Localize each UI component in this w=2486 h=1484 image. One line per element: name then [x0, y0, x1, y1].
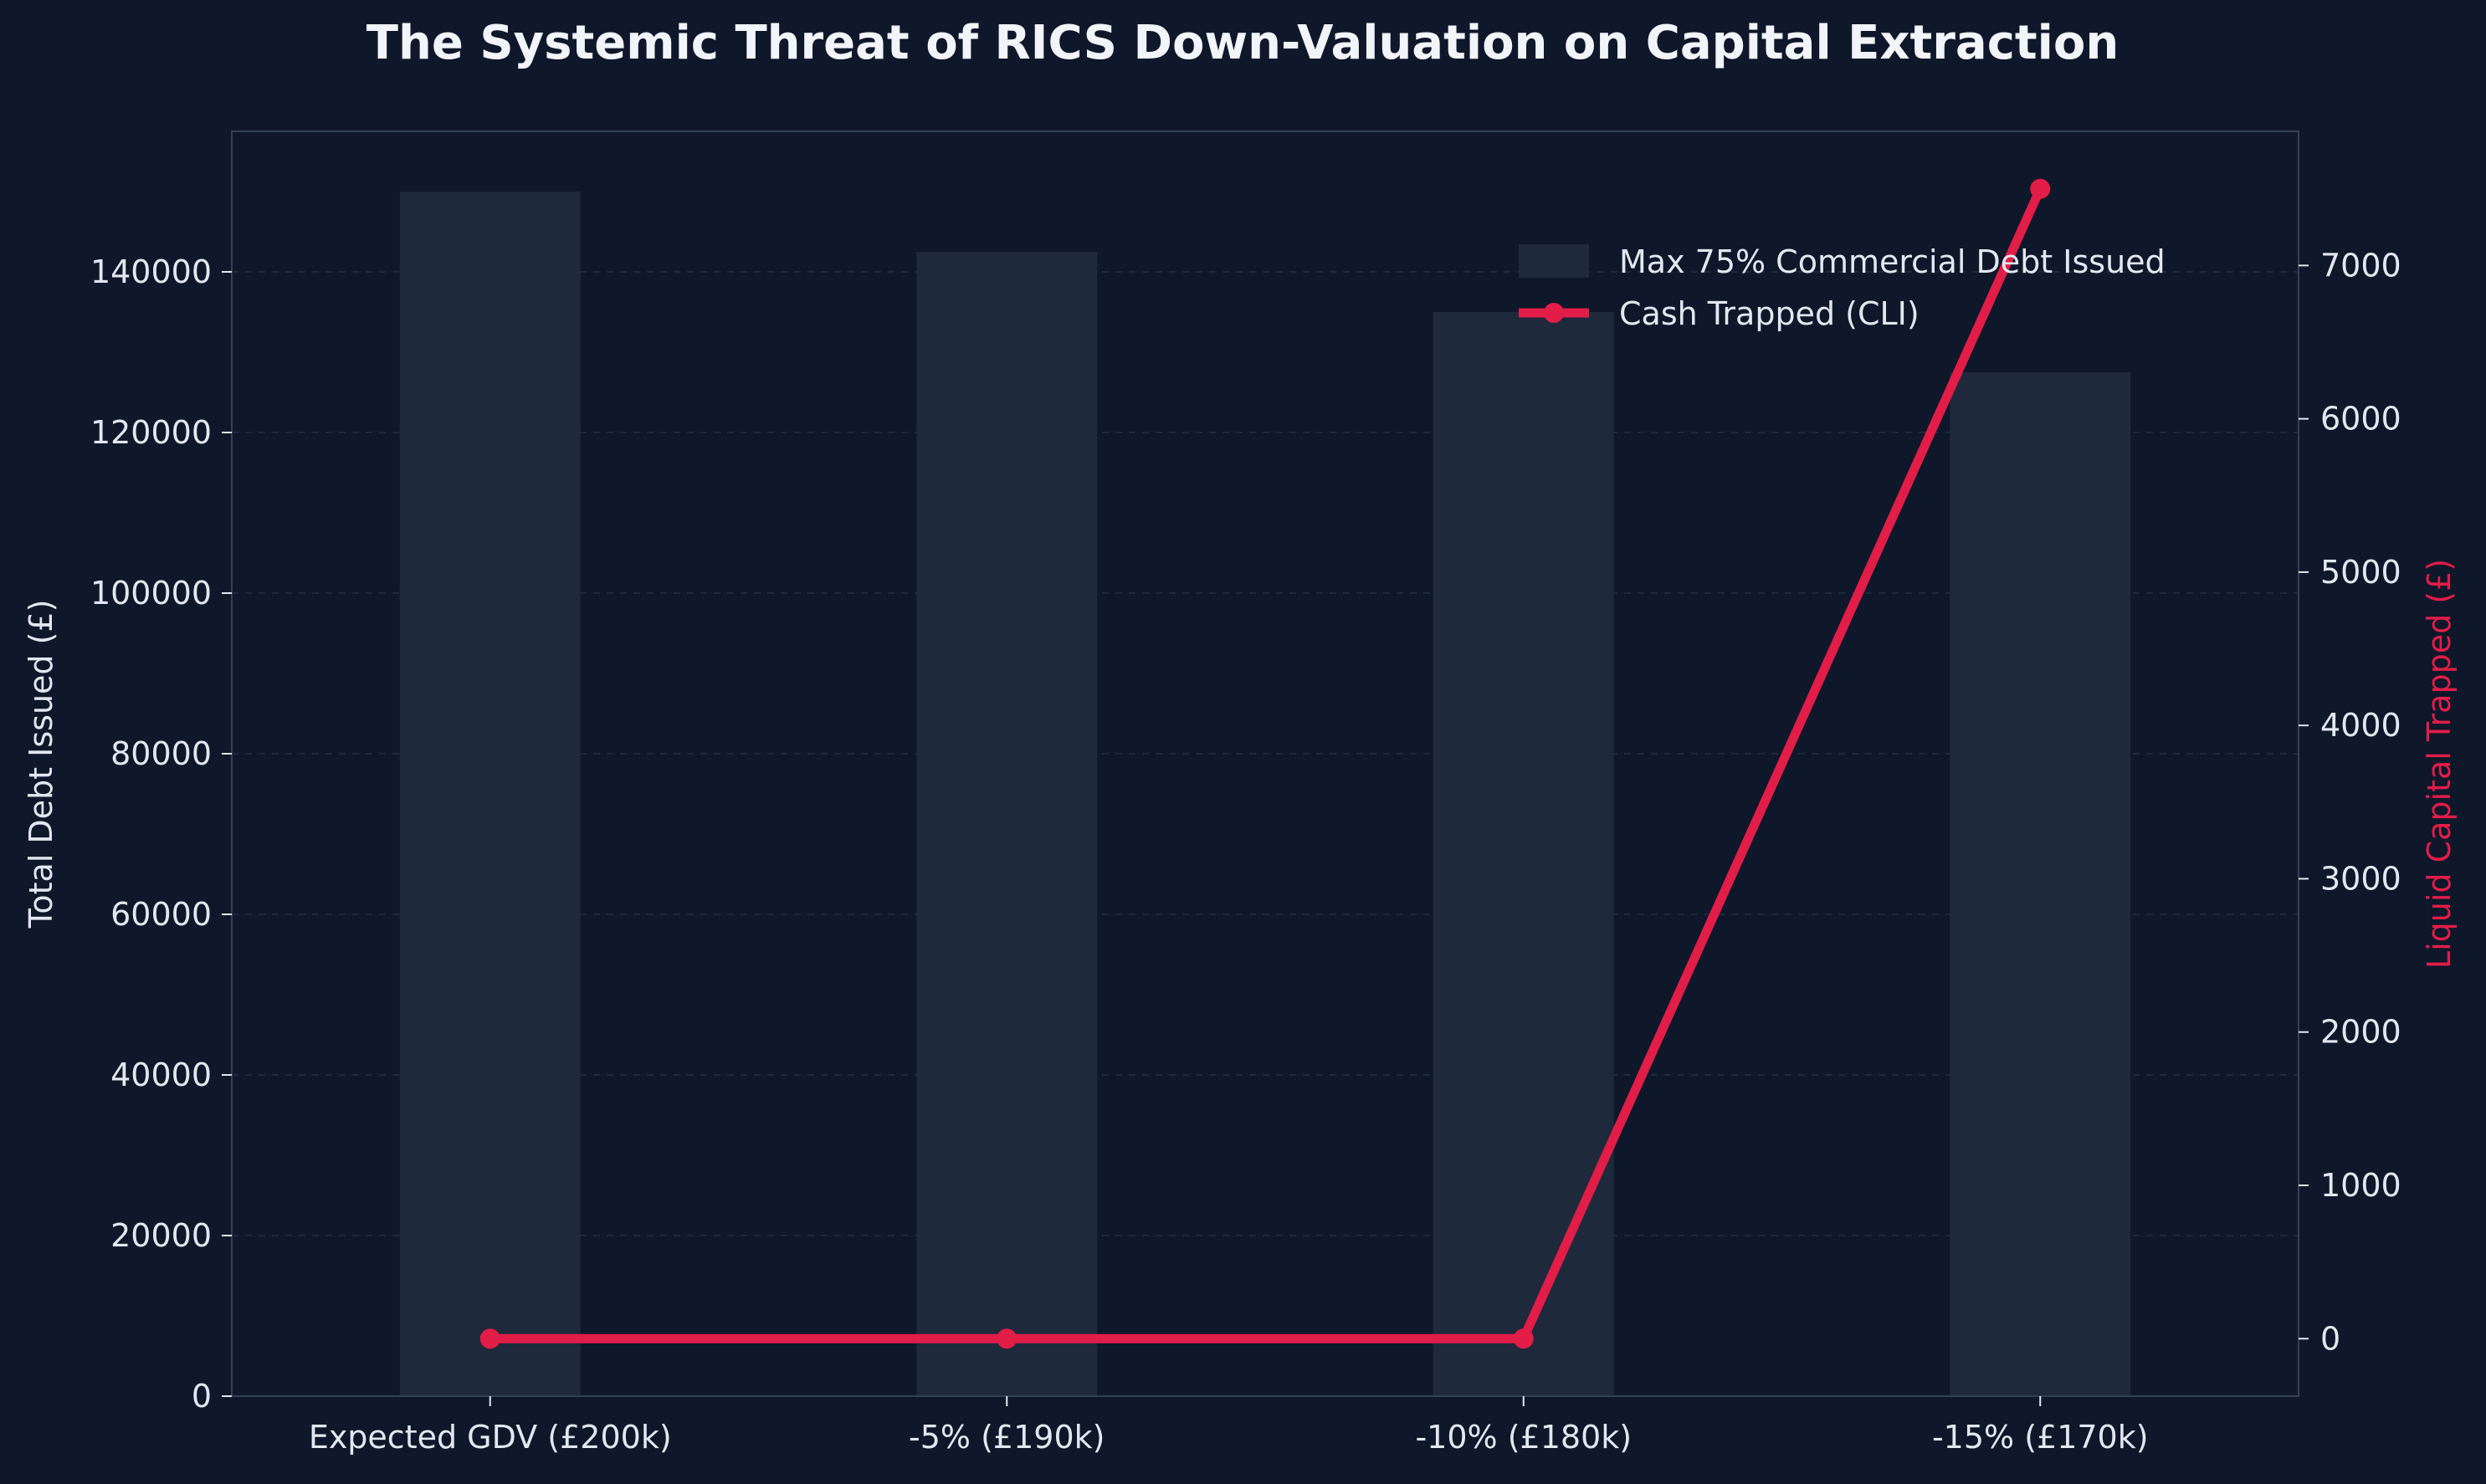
y2-tick-label: 5000 [2320, 554, 2401, 591]
line-point [479, 1328, 500, 1349]
y2-tick-label: 0 [2320, 1320, 2340, 1357]
bar-series [399, 192, 2131, 1396]
y-tick-label: 140000 [90, 253, 212, 290]
x-tick-label: -15% (£170k) [1932, 1419, 2149, 1456]
y-tick-label: 0 [192, 1378, 212, 1415]
line-point [997, 1328, 1017, 1349]
bar [1950, 372, 2131, 1396]
chart-title: The Systemic Threat of RICS Down-Valuati… [366, 16, 2119, 70]
legend-swatch-bar [1519, 244, 1589, 278]
line-point [2030, 178, 2051, 199]
y2-tick-label: 1000 [2320, 1167, 2401, 1204]
y-tick-label: 120000 [90, 414, 212, 451]
axes: 0 20000 40000 60000 80000 100000 120000 140000 0… [23, 130, 2458, 1456]
legend: Max 75% Commercial Debt Issued Cash Trapp… [1519, 243, 2166, 332]
y-axis-label: Total Debt Issued (£) [23, 600, 59, 929]
line-series [479, 178, 2051, 1349]
y2-tick-label: 6000 [2320, 401, 2401, 438]
legend-label-bar: Max 75% Commercial Debt Issued [1619, 243, 2166, 280]
bar [1433, 312, 1614, 1396]
y2-tick-label: 7000 [2320, 247, 2401, 284]
y-tick-label: 60000 [110, 896, 212, 933]
y2-tick-label: 4000 [2320, 707, 2401, 744]
line-point [1513, 1328, 1534, 1349]
y-tick-label: 40000 [110, 1057, 212, 1093]
y2-tick-label: 3000 [2320, 860, 2401, 897]
y-tick-label: 100000 [90, 575, 212, 612]
x-tick-label: Expected GDV (£200k) [309, 1419, 672, 1456]
line-cash-trapped [485, 184, 2045, 1343]
y2-axis-label: Liquid Capital Trapped (£) [2421, 559, 2458, 969]
x-tick-label: -5% (£190k) [909, 1419, 1105, 1456]
grid-lines [232, 271, 2299, 1236]
legend-label-line: Cash Trapped (CLI) [1619, 295, 1920, 332]
legend-marker-line [1544, 303, 1564, 323]
bar [399, 192, 581, 1396]
bar [916, 252, 1098, 1396]
y-tick-label: 20000 [110, 1217, 212, 1254]
plot-frame [231, 130, 2299, 1397]
y-tick-label: 80000 [110, 735, 212, 772]
y2-tick-label: 2000 [2320, 1014, 2401, 1051]
x-tick-label: -10% (£180k) [1415, 1419, 1632, 1456]
